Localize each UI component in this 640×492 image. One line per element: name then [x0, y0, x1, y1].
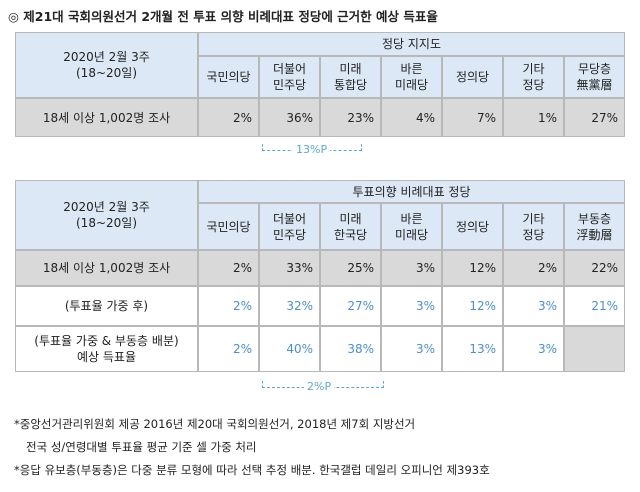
text-line: 바른 — [400, 211, 423, 226]
value-cell: 4% — [381, 98, 442, 137]
value-cell: 32% — [259, 286, 320, 326]
text-line: 부동층 — [577, 211, 612, 226]
text-line: 통합당 — [333, 78, 368, 92]
column-header: 정의당 — [442, 56, 503, 98]
footnote: 전국 성/연령대별 투표율 평균 기준 셀 가중 처리 — [26, 440, 257, 454]
annotation: 13%P — [293, 143, 331, 156]
row-label: (투표율 가중 & 부동층 배분) 예상 득표율 — [15, 326, 198, 372]
value-cell: 21% — [564, 286, 625, 326]
value-cell: 38% — [320, 326, 381, 372]
value-cell: 40% — [259, 326, 320, 372]
value-cell: 27% — [320, 286, 381, 326]
text-line: 한국당 — [333, 227, 368, 242]
column-header: 미래 한국당 — [320, 203, 381, 250]
text-line: (18~20일) — [76, 216, 137, 230]
period-header: 2020년 2월 3주 (18~20일) — [15, 180, 198, 250]
column-header: 부동층 浮動層 — [564, 203, 625, 250]
text-line: 미래 — [339, 211, 362, 226]
text-line: 정당 — [522, 78, 545, 92]
text-line: 浮動層 — [576, 227, 613, 242]
text-line: (투표율 가중 & 부동층 배분) — [34, 334, 179, 348]
row-label: (투표율 가중 후) — [15, 286, 198, 326]
value-cell: 23% — [320, 98, 381, 137]
column-header: 바른 미래당 — [381, 203, 442, 250]
text-line: 無黨層 — [576, 78, 613, 92]
annotation: 2%P — [304, 380, 335, 393]
value-cell: 2% — [198, 326, 259, 372]
footnote: *응답 유보층(부동층)은 다중 분류 모형에 따라 선택 추정 배분. 한국갤… — [14, 463, 490, 477]
value-cell: 27% — [564, 98, 625, 137]
group-header: 정당 지지도 — [198, 32, 625, 56]
row-label: 18세 이상 1,002명 조사 — [15, 250, 198, 286]
title: ◎ 제21대 국회의원선거 2개월 전 투표 의향 비례대표 정당에 근거한 예… — [8, 9, 438, 24]
text-line: 미래 — [339, 62, 362, 76]
value-cell: 3% — [503, 286, 564, 326]
value-cell: 3% — [381, 286, 442, 326]
text-line: 미래당 — [394, 227, 429, 242]
text-line: 더불어 — [272, 62, 307, 76]
group-header: 투표의향 비례대표 정당 — [198, 180, 625, 203]
text-line: 미래당 — [394, 78, 429, 92]
text-line: 바른 — [400, 62, 423, 76]
text-line: 2020년 2월 3주 — [63, 50, 150, 64]
value-cell: 3% — [503, 326, 564, 372]
row-label: 18세 이상 1,002명 조사 — [15, 98, 198, 137]
value-cell: 22% — [564, 250, 625, 286]
column-header: 정의당 — [442, 203, 503, 250]
text-line: 민주당 — [272, 78, 307, 92]
period-header: 2020년 2월 3주 (18~20일) — [15, 32, 198, 98]
value-cell: 12% — [442, 286, 503, 326]
text-line: 기타 — [522, 62, 545, 76]
text-line: 정당 — [522, 227, 545, 242]
column-header: 무당층 無黨層 — [564, 56, 625, 98]
text-line: (투표율 가중 후) — [64, 299, 149, 313]
value-cell: 33% — [259, 250, 320, 286]
column-header: 기타 정당 — [503, 203, 564, 250]
column-header: 국민의당 — [198, 56, 259, 98]
text-line: 정의당 — [455, 219, 490, 234]
text-line: (18~20일) — [76, 66, 137, 80]
text-line: 더불어 — [272, 211, 307, 226]
text-line: 정의당 — [455, 70, 490, 84]
text-line: 2020년 2월 3주 — [63, 200, 150, 214]
value-cell: 7% — [442, 98, 503, 137]
text-line: 기타 — [522, 211, 545, 226]
value-cell: 1% — [503, 98, 564, 137]
value-cell: 3% — [381, 250, 442, 286]
value-cell: 2% — [503, 250, 564, 286]
text-line: 무당층 — [577, 62, 612, 76]
column-header: 국민의당 — [198, 203, 259, 250]
footnote: *중앙선거관리위원회 제공 2016년 제20대 국회의원선거, 2018년 제… — [14, 417, 416, 431]
text-line: 국민의당 — [206, 70, 251, 84]
text-line: 18세 이상 1,002명 조사 — [42, 261, 171, 275]
value-cell: 2% — [198, 98, 259, 137]
text-line: 국민의당 — [206, 219, 251, 234]
column-header: 더불어 민주당 — [259, 203, 320, 250]
value-cell: 13% — [442, 326, 503, 372]
value-cell: 3% — [381, 326, 442, 372]
text-line: 18세 이상 1,002명 조사 — [42, 110, 171, 125]
value-cell: 25% — [320, 250, 381, 286]
value-cell: 36% — [259, 98, 320, 137]
text-line: 민주당 — [272, 227, 307, 242]
value-cell — [564, 326, 625, 372]
text-line: 예상 득표율 — [76, 350, 136, 364]
value-cell: 12% — [442, 250, 503, 286]
value-cell: 2% — [198, 286, 259, 326]
value-cell: 2% — [198, 250, 259, 286]
